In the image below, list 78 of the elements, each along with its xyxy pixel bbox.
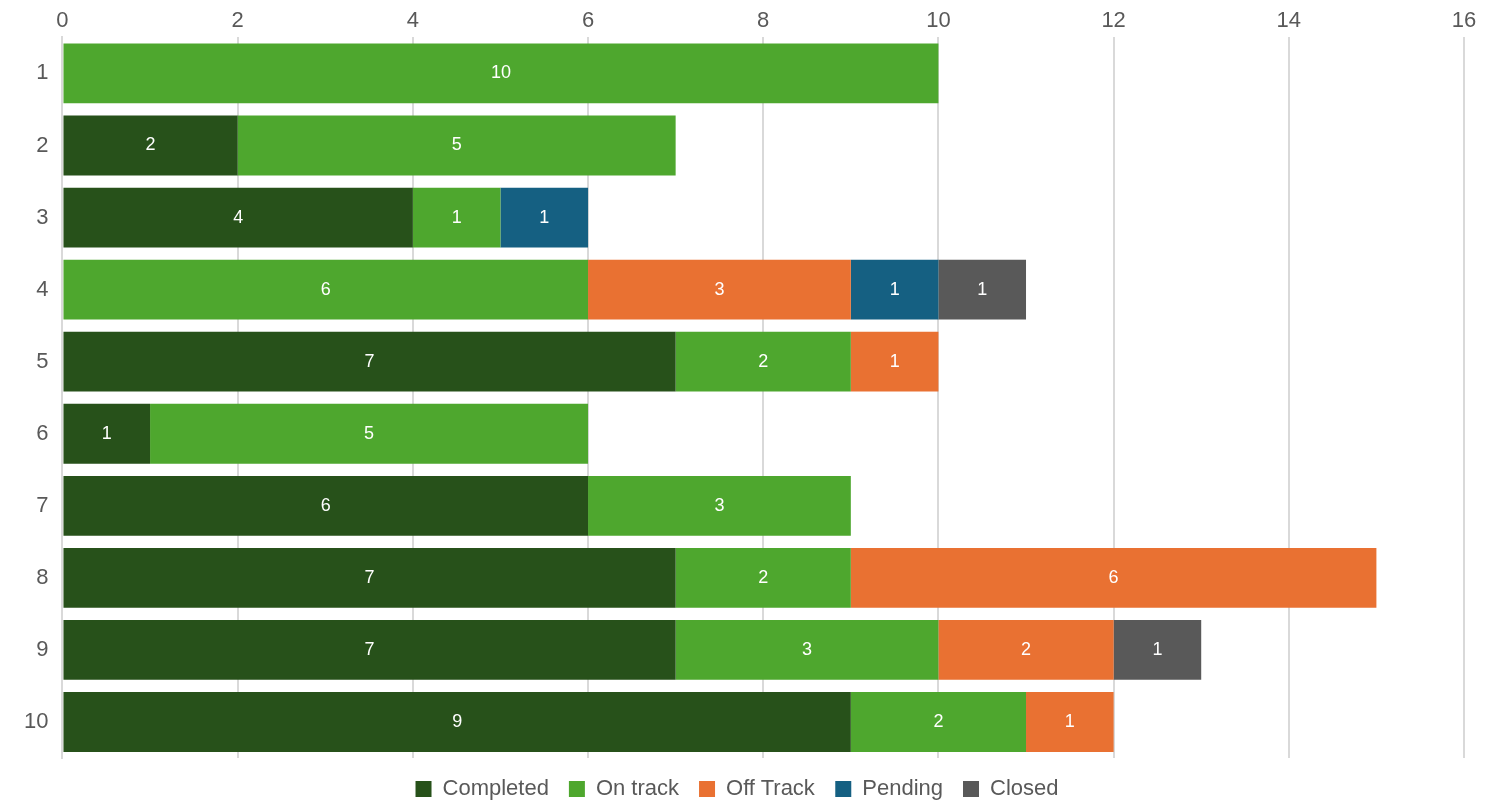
y-tick-label: 10 [23,708,49,734]
bar [63,187,413,248]
data-label: 2 [933,710,944,731]
y-tick-label: 6 [36,419,49,445]
bar [63,259,589,320]
data-label: 6 [1108,566,1119,587]
y-tick-label: 7 [36,491,49,517]
data-label: 1 [889,278,900,299]
bar [850,331,939,392]
x-tick-label: 16 [1451,7,1477,33]
bar [588,475,851,536]
data-label: 2 [758,566,769,587]
data-label: 1 [1152,638,1163,659]
legend-label: On track [595,775,681,801]
data-label: 2 [1021,638,1032,659]
data-label: 5 [451,134,462,155]
bar [675,547,851,608]
bar [63,331,676,392]
x-tick-label: 10 [926,7,951,33]
bar [938,259,1027,320]
data-label: 1 [977,278,988,299]
x-tick-label: 8 [757,7,770,33]
data-label: 6 [320,494,331,515]
legend-label: Completed [442,775,549,801]
bar [1113,620,1202,680]
data-label: 6 [320,278,331,299]
data-label: 1 [539,206,550,227]
x-tick-label: 6 [581,7,595,33]
bar [588,259,851,320]
bar [938,620,1114,680]
bar [63,547,676,608]
data-label: 7 [364,566,375,587]
bar [850,692,1027,752]
data-label: 5 [364,422,375,443]
y-tick-label: 2 [36,131,49,157]
legend-label: Closed [990,775,1059,801]
data-label: 1 [889,350,900,371]
bar [63,43,939,104]
bar [675,331,851,392]
x-tick-label: 12 [1101,7,1126,33]
data-label: 7 [364,350,375,371]
data-label: 4 [233,206,244,227]
data-label: 10 [490,62,511,83]
x-tick-label: 14 [1276,7,1302,33]
bar [150,403,589,464]
x-tick-label: 0 [56,7,69,33]
bar [675,620,939,680]
bar [1026,692,1114,752]
y-tick-label: 3 [36,203,49,229]
bar [63,475,589,536]
y-tick-label: 5 [36,347,49,373]
bar [63,620,676,680]
y-tick-label: 8 [36,563,49,589]
data-label: 2 [758,350,769,371]
data-label: 9 [452,710,463,731]
legend-label: Off Track [726,775,816,801]
data-label: 1 [1064,710,1075,731]
x-tick-label: 2 [231,7,244,33]
bar [850,547,1377,608]
x-tick-label: 4 [406,7,419,33]
data-label: 3 [714,494,725,515]
legend-label: Pending [862,775,944,801]
data-label: 2 [145,134,156,155]
data-label: 3 [802,638,813,659]
y-tick-label: 4 [36,275,49,301]
data-label: 7 [364,638,375,659]
bar [63,403,151,464]
data-label: 1 [101,422,112,443]
bar [850,259,939,320]
data-label: 3 [714,278,725,299]
bar [412,187,501,248]
y-tick-label: 1 [36,59,49,85]
bar [237,115,676,176]
bar [63,692,851,752]
data-label: 1 [451,206,462,227]
bar [500,187,589,248]
y-tick-label: 9 [36,635,49,661]
bar [63,115,238,176]
